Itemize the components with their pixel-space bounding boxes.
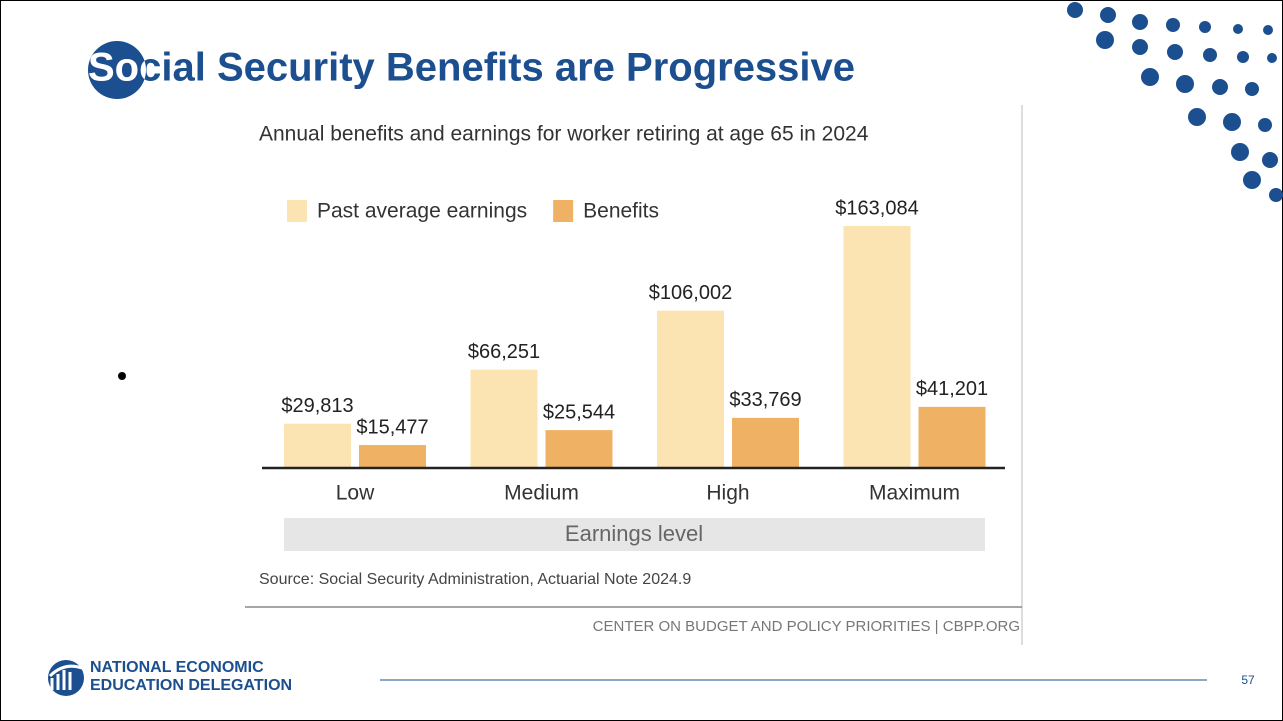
legend-swatch [553, 200, 574, 222]
value-label: $25,544 [543, 401, 615, 423]
bar [284, 423, 351, 468]
logo [48, 660, 84, 696]
chart-subtitle: Annual benefits and earnings for worker … [259, 123, 869, 146]
x-tick-label: High [706, 482, 749, 505]
x-tick-label: Maximum [869, 482, 960, 505]
value-label: $106,002 [649, 282, 732, 304]
credit: CENTER ON BUDGET AND POLICY PRIORITIES |… [593, 618, 1020, 635]
dot-pattern [1067, 2, 1283, 202]
x-tick-label: Medium [504, 482, 579, 505]
bar [657, 310, 724, 468]
bar [545, 430, 613, 468]
legend-swatch [287, 200, 307, 222]
slide-title: Social Security Benefits are Progressive [88, 46, 855, 90]
value-label: $41,201 [916, 378, 988, 400]
slide-title-overlay: Social Security Benefits are Progressive [88, 46, 855, 90]
x-label-band [284, 518, 985, 551]
page-number: 57 [1241, 673, 1255, 687]
bar [843, 226, 911, 468]
value-label: $66,251 [468, 341, 540, 363]
source: Source: Social Security Administration, … [259, 571, 691, 588]
logo-text: NATIONAL ECONOMIC [90, 659, 264, 676]
x-tick-label: Low [336, 482, 375, 505]
logo-text: EDUCATION DELEGATION [90, 677, 292, 694]
value-label: $163,084 [835, 197, 918, 219]
legend-label: Past average earnings [317, 200, 527, 223]
bar [470, 369, 538, 468]
bar [732, 417, 799, 468]
bar [359, 445, 426, 468]
chart: Annual benefits and earnings for worker … [245, 123, 1022, 635]
legend-label: Benefits [583, 200, 659, 223]
value-label: $15,477 [356, 416, 428, 438]
title-badge [88, 41, 146, 99]
x-axis-label: Earnings level [565, 521, 703, 546]
bar [918, 406, 986, 468]
value-label: $33,769 [729, 389, 801, 411]
bullet [118, 372, 126, 380]
value-label: $29,813 [281, 395, 353, 417]
